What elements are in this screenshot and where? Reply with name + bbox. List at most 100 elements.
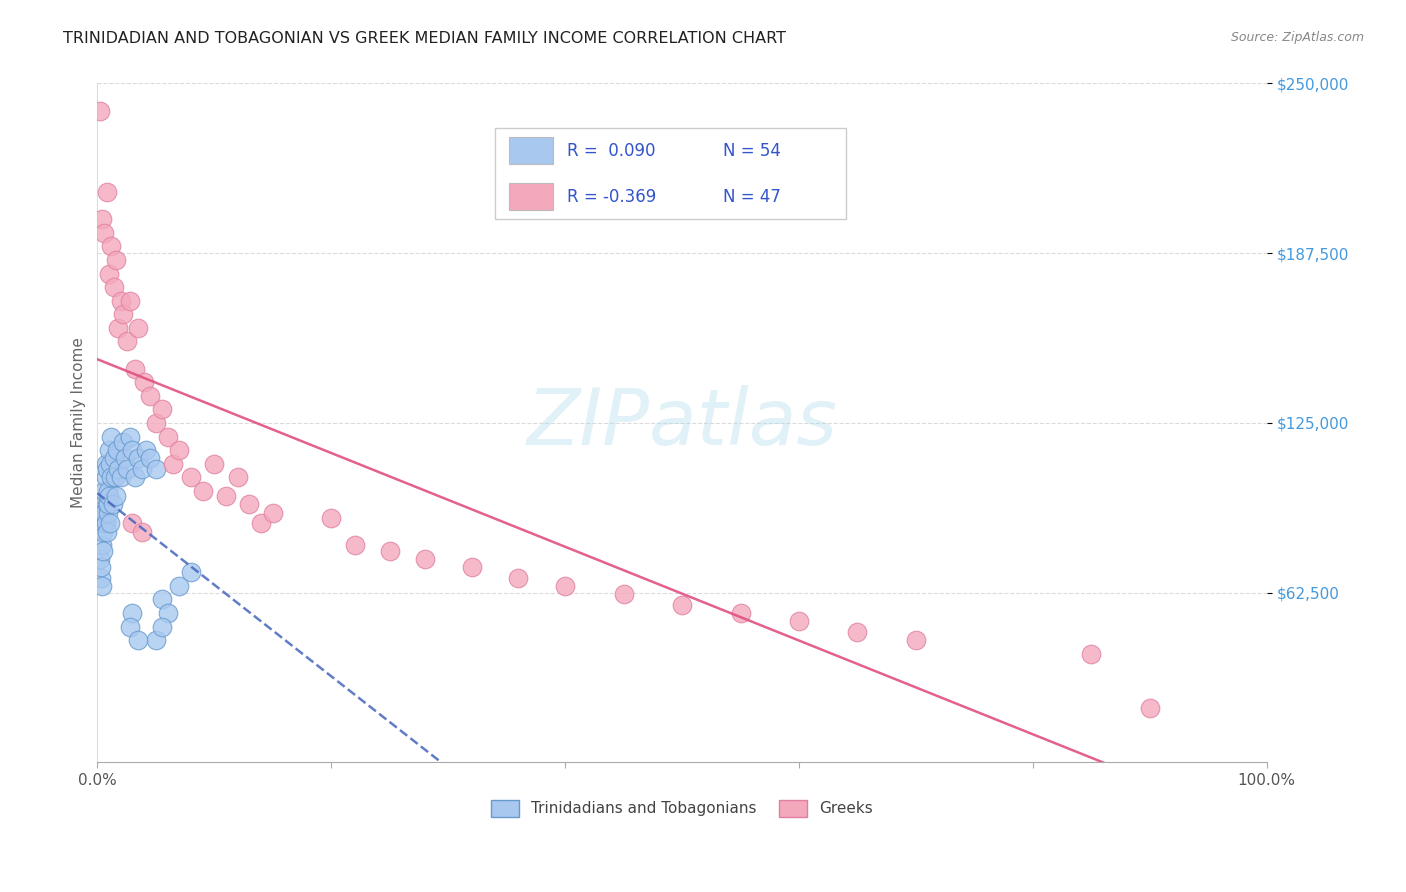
Text: Source: ZipAtlas.com: Source: ZipAtlas.com bbox=[1230, 31, 1364, 45]
Point bbox=[101, 497, 124, 511]
Point bbox=[93, 483, 115, 498]
Point bbox=[191, 483, 214, 498]
Bar bbox=[509, 137, 554, 164]
Point bbox=[145, 633, 167, 648]
Point bbox=[413, 551, 436, 566]
Point bbox=[97, 483, 120, 498]
Point bbox=[114, 451, 136, 466]
Point bbox=[262, 506, 284, 520]
Point bbox=[150, 402, 173, 417]
Point bbox=[107, 462, 129, 476]
Point bbox=[250, 516, 273, 531]
Point bbox=[124, 470, 146, 484]
Point bbox=[93, 516, 115, 531]
Point bbox=[127, 451, 149, 466]
Point bbox=[508, 571, 530, 585]
Point bbox=[460, 560, 482, 574]
Point bbox=[93, 497, 115, 511]
Text: ZIPatlas: ZIPatlas bbox=[527, 385, 838, 461]
Point bbox=[98, 489, 121, 503]
Point bbox=[96, 185, 118, 199]
Point bbox=[98, 267, 121, 281]
Point bbox=[115, 334, 138, 349]
Point bbox=[202, 457, 225, 471]
Point bbox=[156, 429, 179, 443]
Point bbox=[103, 280, 125, 294]
Point bbox=[94, 516, 117, 531]
Point bbox=[100, 429, 122, 443]
Point bbox=[115, 462, 138, 476]
Point bbox=[613, 587, 636, 601]
Point bbox=[554, 579, 576, 593]
Point bbox=[121, 516, 143, 531]
Point bbox=[167, 443, 190, 458]
Point bbox=[139, 389, 162, 403]
Point bbox=[90, 560, 112, 574]
Point bbox=[120, 620, 142, 634]
Point bbox=[96, 497, 118, 511]
Point bbox=[904, 633, 927, 648]
Point bbox=[91, 511, 114, 525]
Point bbox=[112, 434, 135, 449]
Point bbox=[100, 470, 122, 484]
Point bbox=[94, 470, 117, 484]
Point bbox=[162, 457, 184, 471]
Point bbox=[96, 524, 118, 539]
Point bbox=[93, 226, 115, 240]
Point bbox=[1080, 647, 1102, 661]
Point bbox=[100, 239, 122, 253]
Point bbox=[105, 252, 128, 267]
Point bbox=[112, 307, 135, 321]
Point bbox=[98, 443, 121, 458]
Point bbox=[94, 457, 117, 471]
Point bbox=[98, 457, 121, 471]
Point bbox=[321, 511, 343, 525]
Point bbox=[343, 538, 366, 552]
Point bbox=[226, 470, 249, 484]
Point bbox=[97, 497, 120, 511]
Point bbox=[93, 506, 115, 520]
Point bbox=[671, 598, 693, 612]
Point bbox=[180, 566, 202, 580]
Point bbox=[97, 506, 120, 520]
Y-axis label: Median Family Income: Median Family Income bbox=[72, 337, 86, 508]
Point bbox=[98, 516, 121, 531]
Point bbox=[107, 321, 129, 335]
Point bbox=[238, 497, 260, 511]
Point bbox=[91, 543, 114, 558]
FancyBboxPatch shape bbox=[495, 128, 846, 219]
Point bbox=[91, 538, 114, 552]
Point bbox=[124, 361, 146, 376]
Point bbox=[105, 443, 128, 458]
Point bbox=[103, 451, 125, 466]
Point bbox=[131, 524, 153, 539]
Point bbox=[131, 462, 153, 476]
Point bbox=[91, 524, 114, 539]
Point bbox=[105, 489, 128, 503]
Point bbox=[120, 429, 142, 443]
Text: R = -0.369: R = -0.369 bbox=[568, 188, 657, 206]
Text: R =  0.090: R = 0.090 bbox=[568, 142, 657, 160]
Text: TRINIDADIAN AND TOBAGONIAN VS GREEK MEDIAN FAMILY INCOME CORRELATION CHART: TRINIDADIAN AND TOBAGONIAN VS GREEK MEDI… bbox=[63, 31, 786, 46]
Point bbox=[846, 625, 869, 640]
Point bbox=[90, 571, 112, 585]
Point bbox=[121, 443, 143, 458]
Point bbox=[135, 443, 157, 458]
Point bbox=[110, 470, 132, 484]
Bar bbox=[509, 183, 554, 211]
Point bbox=[730, 606, 752, 620]
Point bbox=[121, 606, 143, 620]
Point bbox=[89, 551, 111, 566]
Point bbox=[96, 462, 118, 476]
Point bbox=[120, 293, 142, 308]
Point bbox=[215, 489, 238, 503]
Point bbox=[91, 212, 114, 227]
Point bbox=[156, 606, 179, 620]
Point bbox=[1139, 701, 1161, 715]
Point bbox=[150, 620, 173, 634]
Point bbox=[787, 614, 810, 628]
Point bbox=[180, 470, 202, 484]
Legend: Trinidadians and Tobagonians, Greeks: Trinidadians and Tobagonians, Greeks bbox=[485, 794, 879, 822]
Text: N = 47: N = 47 bbox=[723, 188, 780, 206]
Point bbox=[89, 103, 111, 118]
